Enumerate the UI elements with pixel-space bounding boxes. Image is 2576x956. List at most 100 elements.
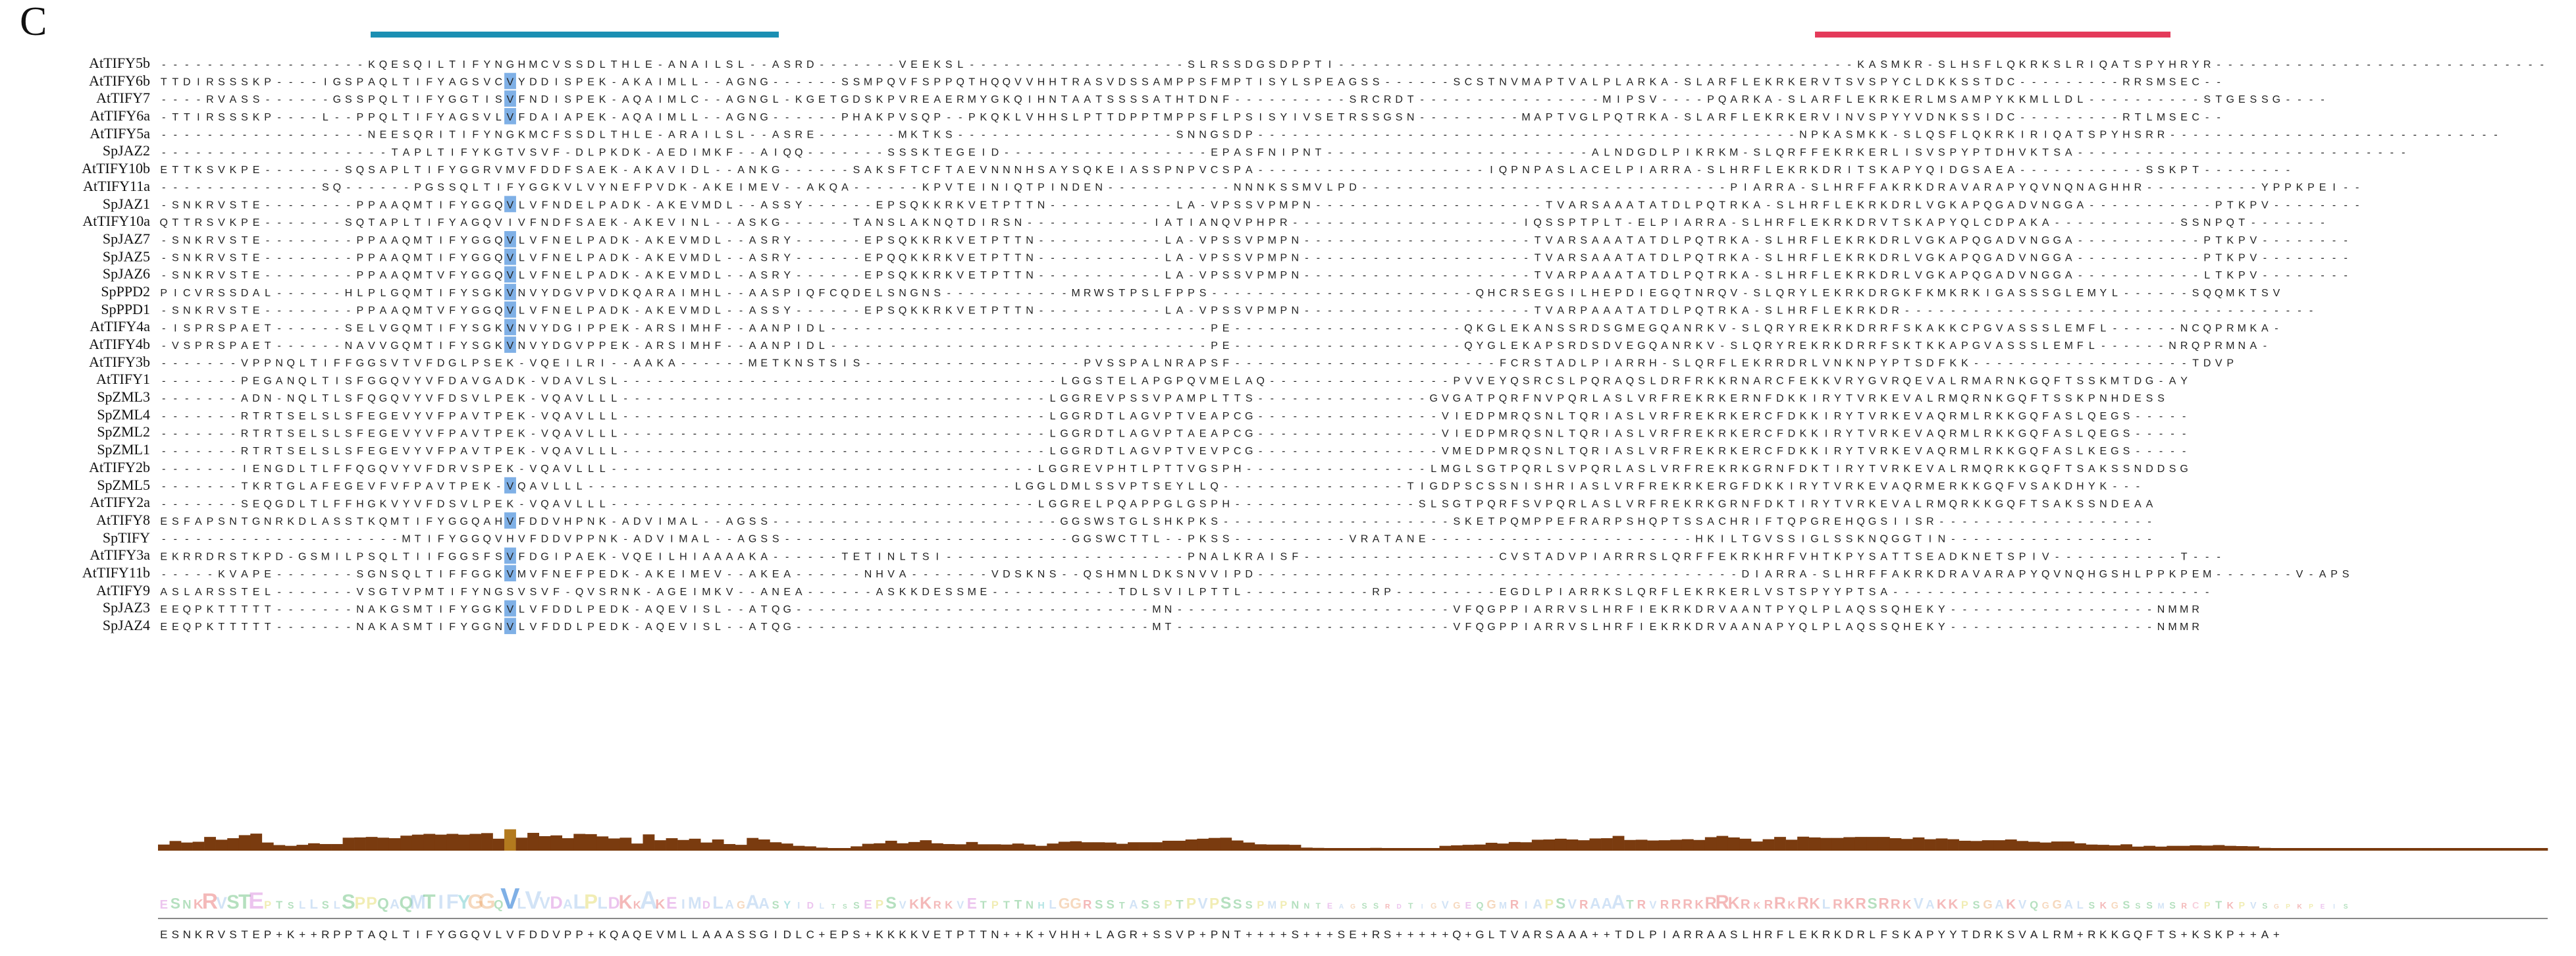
residue: - bbox=[531, 428, 535, 439]
residue: - bbox=[831, 481, 835, 492]
residue: - bbox=[1524, 182, 1527, 194]
residue: T bbox=[1338, 112, 1345, 123]
residue: T bbox=[2238, 217, 2245, 228]
residue: K bbox=[622, 340, 629, 352]
residue: - bbox=[854, 516, 858, 527]
residue: S bbox=[218, 288, 225, 299]
residue: - bbox=[2390, 59, 2394, 70]
residue: K bbox=[1869, 498, 1876, 510]
residue: D bbox=[1880, 305, 1888, 317]
residue: S bbox=[1396, 112, 1403, 123]
residue: F bbox=[357, 375, 363, 386]
residue: L bbox=[588, 147, 594, 158]
residue: N bbox=[1303, 147, 1311, 158]
residue: G bbox=[1383, 112, 1391, 123]
residue: V bbox=[1926, 147, 1933, 158]
residue: - bbox=[1305, 411, 1308, 422]
residue: - bbox=[1097, 147, 1101, 158]
residue: V bbox=[495, 217, 502, 228]
residue: T bbox=[484, 446, 490, 457]
residue: - bbox=[301, 270, 304, 281]
residue: Q bbox=[1695, 235, 1703, 246]
residue: - bbox=[1513, 182, 1516, 194]
residue: - bbox=[1444, 147, 1447, 158]
residue: T bbox=[242, 252, 248, 263]
residue: P bbox=[2307, 182, 2315, 194]
residue: D bbox=[1649, 147, 1657, 158]
residue: - bbox=[1501, 270, 1504, 281]
residue: - bbox=[762, 481, 766, 492]
residue: - bbox=[947, 288, 951, 299]
residue: R bbox=[1580, 393, 1588, 404]
residue: T bbox=[1650, 252, 1656, 263]
residue: L bbox=[1616, 464, 1621, 475]
residue: - bbox=[1490, 147, 1493, 158]
residue: - bbox=[1444, 252, 1447, 263]
residue: S bbox=[1523, 498, 1530, 510]
residue: A bbox=[2065, 235, 2072, 246]
residue: - bbox=[1328, 217, 1331, 228]
residue: T bbox=[1188, 94, 1195, 105]
residue: - bbox=[1224, 288, 1227, 299]
residue: S bbox=[1846, 130, 1853, 141]
residue: - bbox=[2124, 217, 2128, 228]
residue: - bbox=[1016, 147, 1020, 158]
residue: P bbox=[1130, 358, 1137, 369]
residue: R bbox=[1834, 165, 1842, 176]
residue: P bbox=[1038, 182, 1045, 194]
residue: R bbox=[1857, 252, 1865, 263]
residue: V bbox=[576, 288, 583, 299]
residue: Y bbox=[483, 59, 490, 70]
residue: A bbox=[391, 252, 398, 263]
residue: L bbox=[1142, 464, 1148, 475]
residue: R bbox=[1084, 446, 1091, 457]
residue: F bbox=[1685, 464, 1691, 475]
residue: - bbox=[1432, 235, 1435, 246]
residue: - bbox=[1259, 340, 1262, 352]
residue: K bbox=[910, 252, 918, 263]
residue: - bbox=[808, 305, 812, 317]
residue: - bbox=[1005, 375, 1008, 386]
residue: - bbox=[174, 182, 177, 194]
residue: R bbox=[1834, 323, 1842, 334]
residue: - bbox=[1328, 147, 1331, 158]
residue: C bbox=[691, 94, 699, 105]
residue: V bbox=[1153, 411, 1161, 422]
residue: K bbox=[1938, 340, 1945, 352]
residue: K bbox=[1926, 340, 1933, 352]
residue: D bbox=[968, 217, 976, 228]
residue: - bbox=[266, 305, 269, 317]
residue: K bbox=[1719, 375, 1726, 386]
residue: M bbox=[1960, 428, 1969, 439]
residue: - bbox=[762, 411, 766, 422]
residue: - bbox=[335, 305, 338, 317]
residue: S bbox=[1246, 147, 1253, 158]
residue: Q bbox=[1695, 270, 1703, 281]
residue: A bbox=[449, 76, 456, 88]
residue: - bbox=[2124, 199, 2128, 211]
residue: - bbox=[1686, 182, 1689, 194]
residue: - bbox=[2251, 182, 2255, 194]
residue: M bbox=[1625, 323, 1634, 334]
residue: - bbox=[231, 147, 234, 158]
residue: L bbox=[2089, 340, 2095, 352]
residue: - bbox=[1490, 59, 1493, 70]
residue: S bbox=[449, 182, 456, 194]
residue: P bbox=[1627, 94, 1634, 105]
residue: P bbox=[1557, 393, 1564, 404]
residue: L bbox=[1604, 481, 1610, 492]
residue: N bbox=[772, 323, 779, 334]
residue: A bbox=[1926, 428, 1933, 439]
residue: - bbox=[1028, 516, 1031, 527]
residue: - bbox=[1363, 516, 1366, 527]
residue: - bbox=[1444, 165, 1447, 176]
residue: T bbox=[403, 94, 409, 105]
residue: A bbox=[2007, 165, 2014, 176]
residue: F bbox=[426, 498, 433, 510]
residue: A bbox=[760, 323, 768, 334]
residue: - bbox=[1409, 217, 1412, 228]
residue: G bbox=[367, 498, 375, 510]
residue: - bbox=[1282, 481, 1285, 492]
residue: P bbox=[1950, 147, 1957, 158]
residue: - bbox=[866, 340, 870, 352]
